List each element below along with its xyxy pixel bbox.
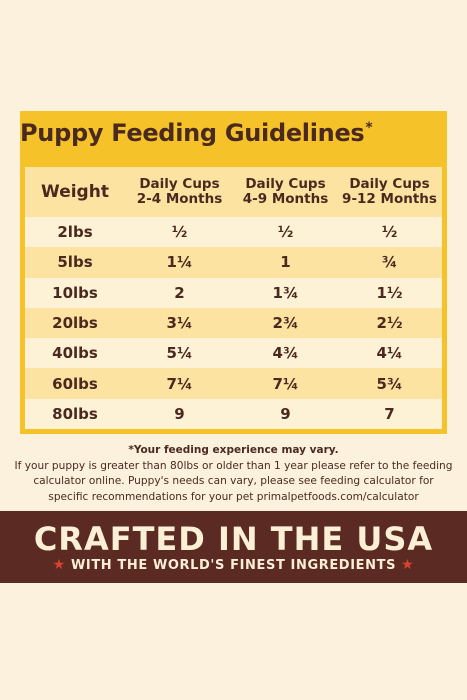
disclaimer-line-1: If your puppy is greater than 80lbs or o… <box>14 459 453 472</box>
cell-2-4-months: 7¼ <box>166 374 193 393</box>
cell-9-12-months: ¾ <box>381 253 398 272</box>
cell-4-9-months: 1 <box>280 253 291 272</box>
feeding-table: Weight Daily Cups 2-4 Months Daily Cups 4-… <box>25 167 442 430</box>
cell-2-4-months: 2 <box>174 283 185 302</box>
cell-9-12-months: ½ <box>381 223 398 242</box>
table-row: 20lbs 3¼ 2¾ 2½ <box>25 307 442 339</box>
table-row: 40lbs 5¼ 4¾ 4¼ <box>25 338 442 369</box>
cell-9-12-months: 4¼ <box>376 344 403 363</box>
cell-4-9-months: ½ <box>277 223 294 242</box>
table-row: 60lbs 7¼ 7¼ 5¾ <box>25 368 442 399</box>
table-row: 2lbs ½ ½ ½ <box>25 217 442 248</box>
cell-weight: 2lbs <box>57 223 93 242</box>
cell-9-12-months: 2½ <box>376 314 403 333</box>
cell-2-4-months: 3¼ <box>166 314 193 333</box>
cell-4-9-months: 7¼ <box>272 374 299 393</box>
cell-2-4-months: 5¼ <box>166 344 193 363</box>
cell-9-12-months: 1½ <box>376 283 403 302</box>
feeding-table-container: Weight Daily Cups 2-4 Months Daily Cups 4-… <box>20 167 447 434</box>
table-row: 10lbs 2 1¾ 1½ <box>25 277 442 308</box>
disclaimer-line-2: calculator online. Puppy's needs can var… <box>33 475 434 487</box>
header-4-9-months: Daily Cups 4-9 Months <box>242 176 329 207</box>
cell-weight: 20lbs <box>52 314 98 333</box>
cell-weight: 10lbs <box>52 283 98 302</box>
cell-weight: 5lbs <box>57 253 93 272</box>
cell-weight: 40lbs <box>52 344 98 363</box>
disclaimer-line-3: specific recommendations for your pet pr… <box>48 490 419 503</box>
cell-4-9-months: 1¾ <box>272 283 299 302</box>
header-2-4-months: Daily Cups 2-4 Months <box>136 176 223 207</box>
banner-subtitle: ★ WITH THE WORLD'S FINEST INGREDIENTS ★ <box>0 557 467 573</box>
star-icon-left: ★ <box>52 557 66 573</box>
banner-subtitle-text: WITH THE WORLD'S FINEST INGREDIENTS <box>70 558 397 573</box>
cell-4-9-months: 2¾ <box>272 314 299 333</box>
cell-4-9-months: 9 <box>280 404 291 423</box>
cell-2-4-months: 1¼ <box>166 253 193 272</box>
star-icon-right: ★ <box>401 557 415 573</box>
header-weight: Weight <box>41 181 109 202</box>
title-text: Puppy Feeding Guidelines <box>20 119 365 147</box>
title-asterisk: * <box>365 120 373 136</box>
disclaimer: *Your feeding experience may vary. If yo… <box>0 443 467 505</box>
table-row: 80lbs 9 9 7 <box>25 398 442 430</box>
table-row: 5lbs 1¼ 1 ¾ <box>25 247 442 278</box>
cell-weight: 80lbs <box>52 404 98 423</box>
header-9-12-months: Daily Cups 9-12 Months <box>342 176 437 207</box>
cell-weight: 60lbs <box>52 374 98 393</box>
cell-9-12-months: 7 <box>384 404 395 423</box>
disclaimer-note: *Your feeding experience may vary. <box>128 444 339 456</box>
cell-2-4-months: 9 <box>174 404 185 423</box>
page-title: Puppy Feeding Guidelines* <box>20 119 373 147</box>
cell-2-4-months: ½ <box>171 223 188 242</box>
banner-title: CRAFTED IN THE USA <box>33 520 434 558</box>
title-band <box>20 111 447 167</box>
usa-banner <box>0 511 467 583</box>
table-header-row: Weight Daily Cups 2-4 Months Daily Cups 4-… <box>25 167 442 217</box>
cell-9-12-months: 5¾ <box>376 374 403 393</box>
cell-4-9-months: 4¾ <box>272 344 299 363</box>
